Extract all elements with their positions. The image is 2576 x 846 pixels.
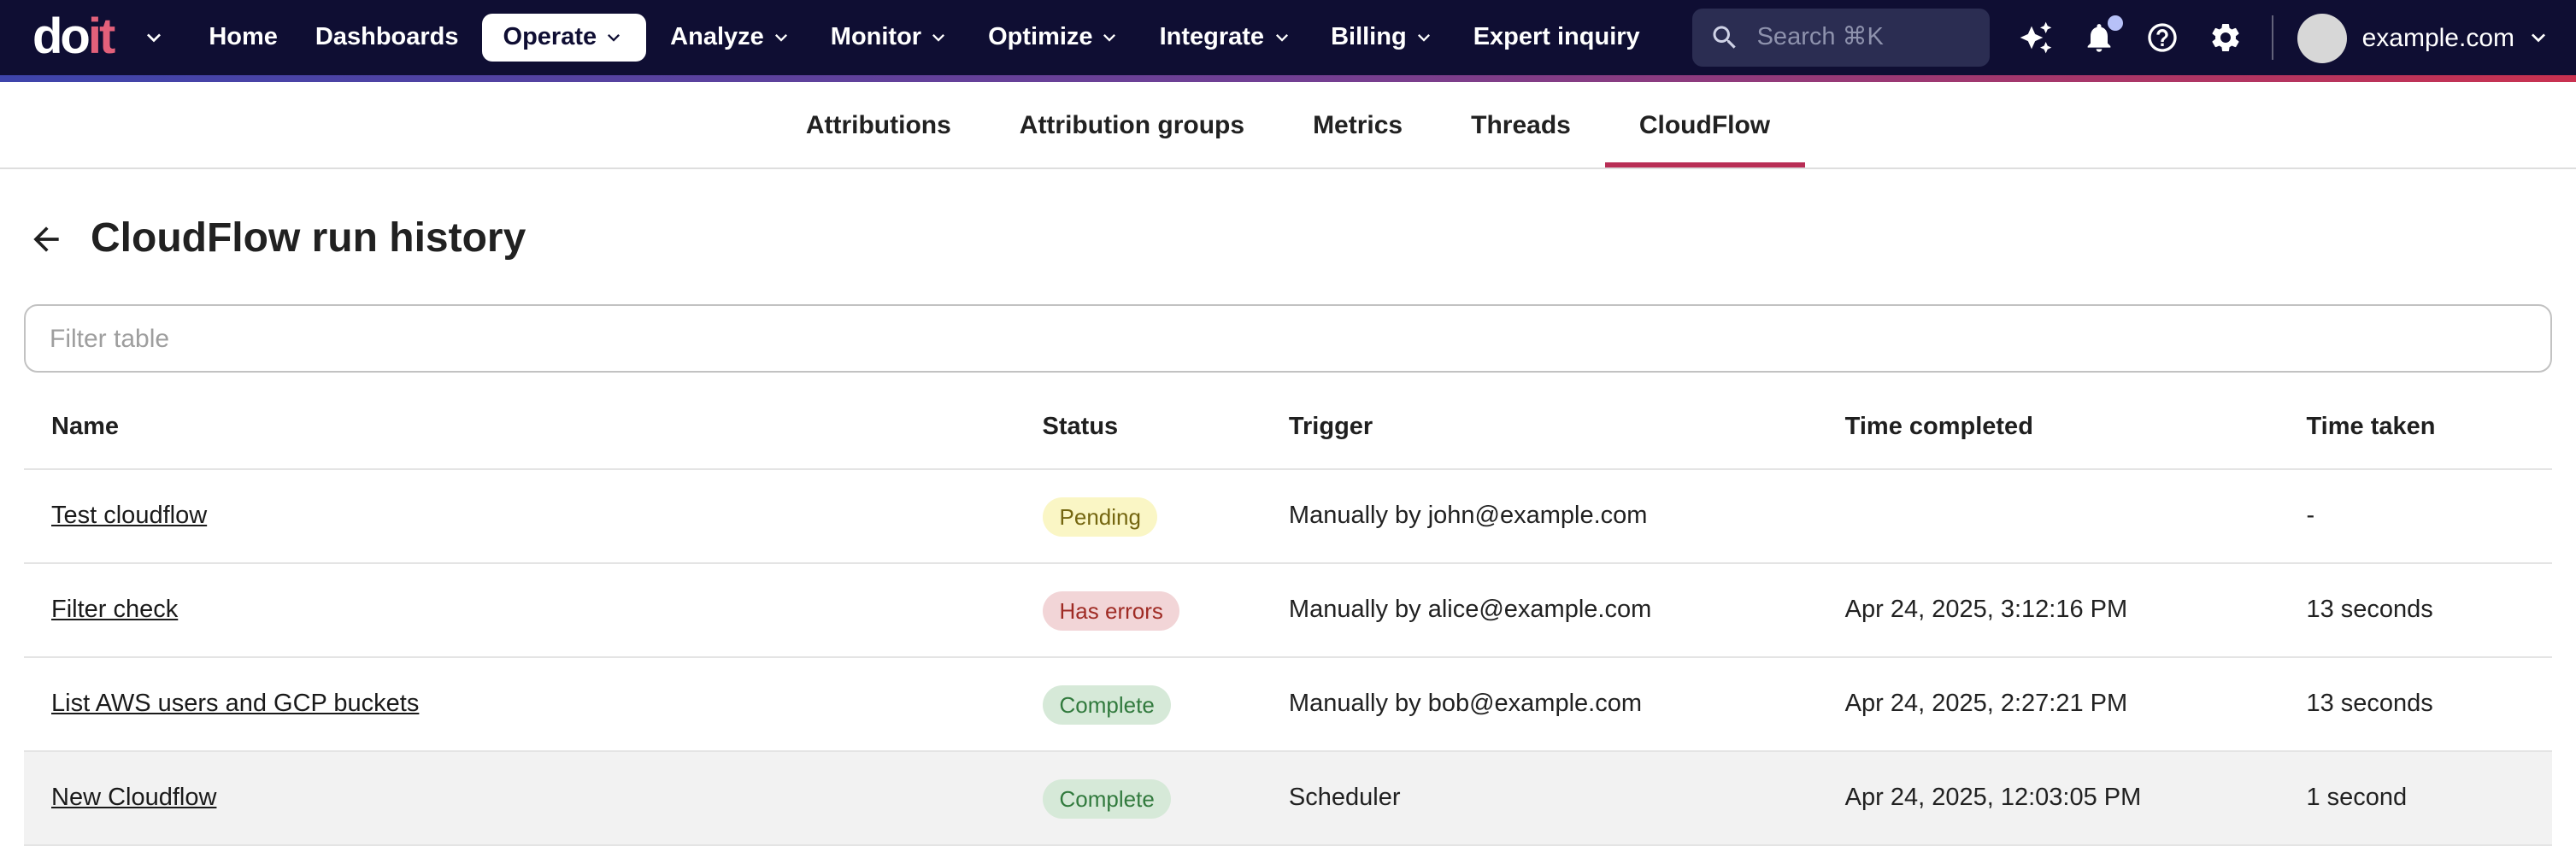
tab-threads[interactable]: Threads bbox=[1471, 110, 1571, 139]
title-row: CloudFlow run history bbox=[24, 210, 2552, 268]
help-icon bbox=[2147, 23, 2177, 52]
trigger-cell: Manually by alice@example.com bbox=[1288, 596, 1652, 624]
avatar bbox=[2297, 13, 2347, 62]
trigger-cell: Manually by john@example.com bbox=[1288, 502, 1648, 530]
status-badge: Has errors bbox=[1042, 590, 1180, 630]
column-header-status: Status bbox=[1042, 414, 1119, 441]
bell-icon bbox=[2087, 24, 2110, 52]
table-row[interactable]: List AWS users and GCP buckets Complete … bbox=[24, 658, 2552, 752]
time-completed-cell: Apr 24, 2025, 3:12:16 PM bbox=[1844, 596, 2128, 624]
chevron-down-icon bbox=[932, 34, 945, 42]
nav-item-integrate[interactable]: Integrate bbox=[1143, 14, 1311, 62]
nav-divider bbox=[2271, 15, 2273, 60]
nav-item-monitor[interactable]: Monitor bbox=[814, 14, 967, 62]
nav-item-optimize[interactable]: Optimize bbox=[971, 14, 1138, 62]
nav-item-label: Dashboards bbox=[315, 24, 459, 51]
nav-item-label: Home bbox=[209, 24, 278, 51]
main-nav: Home Dashboards Operate Analyze Monitor … bbox=[191, 14, 1656, 62]
page-content: CloudFlow run history Name Status Trigge… bbox=[0, 210, 2576, 846]
chevron-down-icon bbox=[147, 33, 162, 43]
account-menu[interactable]: example.com bbox=[2297, 13, 2552, 62]
trigger-cell: Manually by bob@example.com bbox=[1288, 690, 1642, 718]
nav-item-label: Monitor bbox=[830, 24, 922, 51]
section-tabs: Attributions Attribution groups Metrics … bbox=[0, 82, 2576, 169]
ai-assistant-button[interactable] bbox=[2019, 21, 2053, 55]
run-name-link[interactable]: List AWS users and GCP buckets bbox=[51, 690, 420, 718]
org-switcher-chevron[interactable] bbox=[140, 24, 168, 51]
notification-dot bbox=[2107, 15, 2123, 31]
help-button[interactable] bbox=[2145, 21, 2179, 55]
chevron-down-icon bbox=[1275, 34, 1288, 42]
nav-item-dashboards[interactable]: Dashboards bbox=[298, 14, 476, 62]
doit-logo[interactable]: doit bbox=[32, 0, 115, 75]
nav-item-label: Billing bbox=[1331, 24, 1407, 51]
top-nav: doit Home Dashboards Operate Analyze Mon… bbox=[0, 0, 2576, 75]
notifications-button[interactable] bbox=[2082, 15, 2123, 55]
search-input[interactable] bbox=[1753, 22, 1973, 53]
nav-item-operate[interactable]: Operate bbox=[482, 14, 647, 62]
nav-item-billing[interactable]: Billing bbox=[1314, 14, 1453, 62]
time-taken-cell: 13 seconds bbox=[2306, 596, 2433, 624]
nav-right-cluster: example.com bbox=[1691, 9, 2552, 67]
column-header-time-completed: Time completed bbox=[1844, 414, 2033, 441]
nav-item-expert-inquiry[interactable]: Expert inquiry bbox=[1456, 14, 1657, 62]
nav-item-label: Expert inquiry bbox=[1473, 24, 1640, 51]
settings-button[interactable] bbox=[2208, 21, 2243, 55]
chevron-down-icon bbox=[1417, 34, 1430, 42]
tab-attributions[interactable]: Attributions bbox=[805, 110, 951, 139]
search-icon bbox=[1713, 26, 1736, 49]
status-badge: Complete bbox=[1042, 778, 1172, 818]
back-button[interactable] bbox=[24, 217, 68, 261]
nav-item-label: Operate bbox=[503, 24, 597, 51]
global-search[interactable] bbox=[1691, 9, 1990, 67]
nav-item-analyze[interactable]: Analyze bbox=[653, 14, 810, 62]
gear-icon bbox=[2212, 24, 2239, 51]
table-row[interactable]: Test cloudflow Pending Manually by john@… bbox=[24, 470, 2552, 564]
page-title: CloudFlow run history bbox=[91, 215, 526, 261]
table-header-row: Name Status Trigger Time completed Time … bbox=[24, 386, 2552, 470]
brand-gradient-bar bbox=[0, 75, 2576, 82]
chevron-down-icon bbox=[1103, 34, 1116, 42]
sparkles-icon bbox=[2020, 21, 2051, 54]
status-badge: Complete bbox=[1042, 684, 1172, 724]
nav-item-home[interactable]: Home bbox=[191, 14, 295, 62]
chevron-down-icon bbox=[608, 34, 620, 42]
logo-text-do: do bbox=[32, 10, 91, 65]
table-row[interactable]: New Cloudflow Complete Scheduler Apr 24,… bbox=[24, 752, 2552, 846]
time-taken-cell: - bbox=[2306, 502, 2315, 530]
table-row[interactable]: Filter check Has errors Manually by alic… bbox=[24, 564, 2552, 658]
chevron-down-icon bbox=[2532, 33, 2545, 43]
tab-cloudflow[interactable]: CloudFlow bbox=[1604, 82, 1804, 167]
trigger-cell: Scheduler bbox=[1288, 784, 1401, 812]
tab-attribution-groups[interactable]: Attribution groups bbox=[1019, 110, 1245, 139]
time-completed-cell: Apr 24, 2025, 2:27:21 PM bbox=[1844, 690, 2128, 718]
column-header-time-taken: Time taken bbox=[2306, 414, 2436, 441]
tab-metrics[interactable]: Metrics bbox=[1313, 110, 1403, 139]
filter-table-input[interactable] bbox=[24, 304, 2552, 373]
column-header-trigger: Trigger bbox=[1288, 414, 1373, 441]
status-badge: Pending bbox=[1042, 496, 1158, 536]
nav-item-label: Analyze bbox=[670, 24, 764, 51]
time-taken-cell: 13 seconds bbox=[2306, 690, 2433, 718]
run-name-link[interactable]: Test cloudflow bbox=[51, 502, 208, 530]
run-name-link[interactable]: New Cloudflow bbox=[51, 784, 217, 812]
nav-item-label: Optimize bbox=[988, 24, 1093, 51]
run-name-link[interactable]: Filter check bbox=[51, 596, 179, 624]
nav-item-label: Integrate bbox=[1159, 24, 1265, 51]
chevron-down-icon bbox=[774, 34, 787, 42]
logo-text-it: it bbox=[87, 10, 115, 65]
time-completed-cell: Apr 24, 2025, 12:03:05 PM bbox=[1844, 784, 2142, 812]
run-history-table: Name Status Trigger Time completed Time … bbox=[24, 386, 2552, 846]
account-name: example.com bbox=[2361, 23, 2514, 52]
arrow-left-icon bbox=[33, 226, 59, 252]
time-taken-cell: 1 second bbox=[2306, 784, 2408, 812]
column-header-name: Name bbox=[51, 414, 119, 441]
